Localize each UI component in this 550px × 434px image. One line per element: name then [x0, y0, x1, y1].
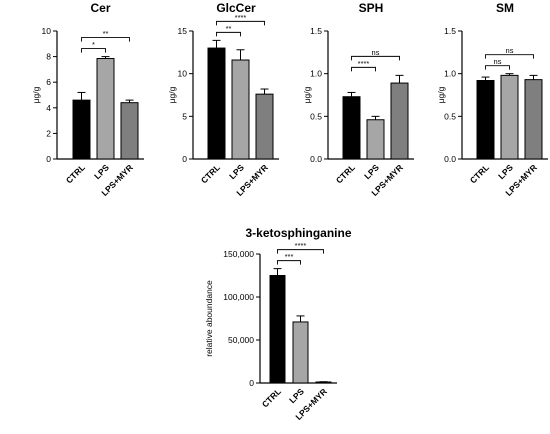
p0-bar — [120, 102, 139, 160]
p3-significance-bracket — [485, 65, 510, 70]
p0-x-tick-label: CTRL — [64, 162, 87, 185]
p0-significance-bracket — [81, 37, 130, 42]
p1-bar — [207, 47, 226, 160]
p4-significance-bracket — [277, 249, 324, 254]
p1-y-tick-label: 15 — [178, 26, 188, 36]
p1-significance-bracket — [216, 31, 241, 37]
p0-significance-bracket — [81, 48, 106, 53]
p1-significance-label: **** — [235, 13, 247, 22]
p3-x-tick-label: CTRL — [468, 162, 491, 185]
p3-y-tick-label: 1.0 — [444, 69, 456, 79]
p3-chart-title: SM — [496, 1, 514, 15]
p3-significance-label: ns — [494, 57, 502, 66]
p0-y-tick-label: 2 — [46, 128, 51, 138]
p0-chart-title: Cer — [90, 1, 110, 15]
p4-y-tick-label: 100,000 — [223, 292, 254, 302]
p4-bar — [269, 275, 286, 384]
p0-significance-label: * — [92, 40, 95, 49]
p2-x-tick-label: CTRL — [334, 162, 357, 185]
p2-y-tick-label: 1.0 — [310, 69, 322, 79]
p3-significance-label: ns — [506, 46, 514, 55]
p3-y-tick-label: 1.5 — [444, 26, 456, 36]
p0-bar — [72, 99, 91, 160]
p1-y-tick-label: 0 — [182, 154, 187, 164]
p1-significance-label: ** — [226, 24, 232, 33]
p0-y-tick-label: 4 — [46, 103, 51, 113]
p2-y-tick-label: 0.5 — [310, 111, 322, 121]
p0-significance-label: ** — [103, 29, 109, 38]
p0-y-tick-label: 10 — [42, 26, 52, 36]
p4-y-tick-label: 150,000 — [223, 249, 254, 259]
p2-significance-label: ns — [372, 48, 380, 57]
p2-significance-label: **** — [358, 59, 370, 68]
p3-significance-bracket — [485, 54, 534, 59]
p4-y-tick-label: 50,000 — [228, 335, 254, 345]
p0-y-axis-label: μg/g — [31, 86, 41, 103]
p2-significance-bracket — [351, 55, 400, 61]
p1-x-tick-label: CTRL — [199, 162, 222, 185]
p1-bar — [255, 93, 274, 160]
p4-significance-label: *** — [285, 252, 294, 261]
p3-bar — [500, 74, 519, 160]
p4-significance-label: **** — [295, 241, 307, 250]
p1-y-tick-label: 5 — [182, 111, 187, 121]
p3-y-axis-label: μg/g — [436, 86, 446, 103]
p2-x-tick-label: LPS — [362, 162, 381, 181]
p2-chart-title: SPH — [359, 1, 384, 15]
p2-y-tick-label: 1.5 — [310, 26, 322, 36]
p3-y-tick-label: 0.5 — [444, 111, 456, 121]
p2-bar — [366, 119, 385, 160]
p1-y-axis-label: μg/g — [167, 86, 177, 103]
p3-bar — [476, 79, 495, 160]
p0-x-tick-label: LPS — [92, 162, 111, 181]
p2-y-axis-label: μg/g — [302, 86, 312, 103]
p1-bar — [231, 59, 250, 160]
p2-y-tick-label: 0.0 — [310, 154, 322, 164]
p1-y-tick-label: 10 — [178, 69, 188, 79]
p1-chart-title: GlcCer — [216, 1, 256, 15]
p2-significance-bracket — [351, 66, 376, 72]
p4-x-tick-label: LPS — [287, 386, 306, 405]
p0-bar — [96, 58, 115, 160]
p4-bar — [292, 321, 309, 384]
p4-x-tick-label: CTRL — [260, 386, 283, 409]
p4-y-axis-label: relative aboundance — [204, 280, 214, 357]
p1-significance-bracket — [216, 20, 265, 26]
p3-bar — [524, 79, 543, 160]
p0-y-tick-label: 6 — [46, 77, 51, 87]
p4-chart-title: 3-ketosphinganine — [245, 226, 351, 240]
p2-bar — [342, 96, 361, 160]
p2-bar — [390, 82, 409, 160]
p0-y-tick-label: 8 — [46, 52, 51, 62]
p3-y-tick-label: 0.0 — [444, 154, 456, 164]
p1-x-tick-label: LPS — [227, 162, 246, 181]
p3-x-tick-label: LPS — [496, 162, 515, 181]
p4-significance-bracket — [277, 260, 301, 265]
p4-y-tick-label: 0 — [249, 378, 254, 388]
p0-y-tick-label: 0 — [46, 154, 51, 164]
